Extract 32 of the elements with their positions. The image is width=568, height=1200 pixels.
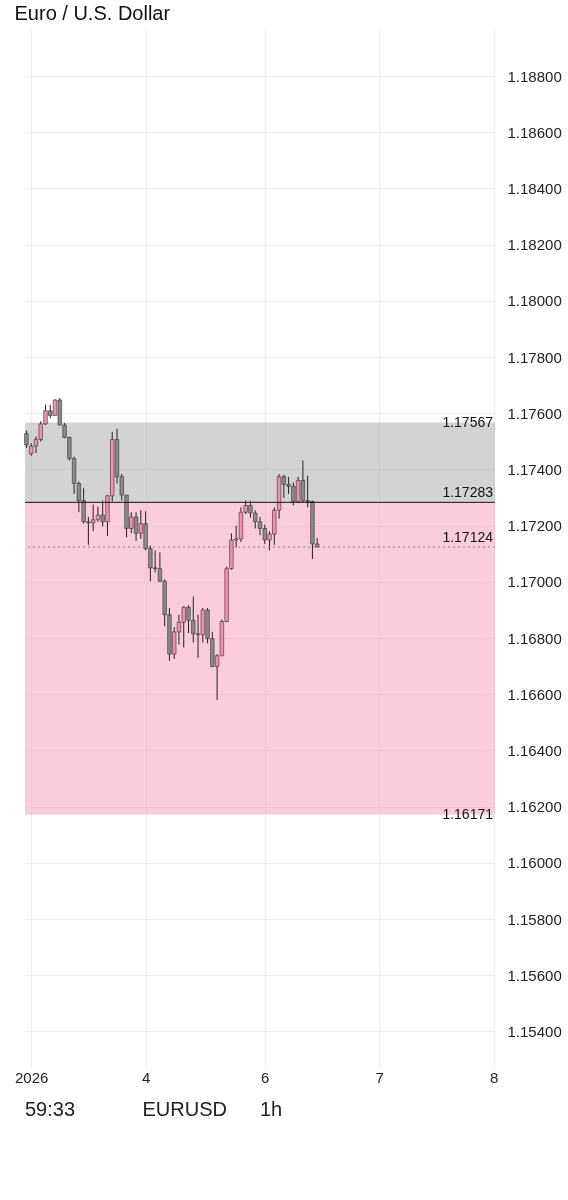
y-tick-label: 1.16800 (507, 629, 562, 647)
y-tick-label: 1.17400 (507, 460, 562, 478)
ref-line-label: 1.17283 (442, 484, 494, 501)
y-tick-label: 1.16200 (507, 798, 562, 816)
x-tick-label: 7 (375, 1068, 384, 1086)
y-tick-label: 1.15600 (507, 966, 562, 984)
y-tick-label: 1.15800 (507, 910, 562, 928)
text: EURUSD (142, 1098, 227, 1120)
text: 59:33 (25, 1098, 76, 1120)
y-tick-label: 1.15400 (507, 1022, 562, 1040)
y-tick-label: 1.17600 (507, 404, 562, 422)
band-label: 1.17567 (442, 413, 494, 430)
x-tick-label: 2026 (15, 1068, 49, 1086)
band-label: 1.16171 (442, 805, 494, 822)
x-tick-label: 4 (141, 1068, 151, 1086)
y-tick-label: 1.17800 (507, 348, 562, 366)
chart-title: Euro / U.S. Dollar (14, 2, 171, 24)
text: 1h (260, 1098, 283, 1120)
y-tick-label: 1.18200 (507, 236, 562, 254)
y-tick-label: 1.18800 (507, 67, 562, 85)
x-tick-label: 6 (261, 1068, 270, 1086)
y-tick-label: 1.17000 (507, 573, 562, 591)
y-tick-label: 1.18400 (507, 179, 562, 197)
y-tick-label: 1.17200 (507, 517, 562, 535)
y-tick-label: 1.18600 (507, 123, 562, 141)
candlestick (133, 511, 139, 542)
y-tick-label: 1.16000 (507, 854, 562, 872)
y-tick-label: 1.16600 (507, 685, 562, 703)
x-tick-label: 8 (489, 1068, 499, 1086)
y-tick-label: 1.16400 (507, 741, 562, 759)
ref-line-label: 1.17124 (442, 529, 494, 546)
y-tick-label: 1.18000 (507, 292, 562, 310)
